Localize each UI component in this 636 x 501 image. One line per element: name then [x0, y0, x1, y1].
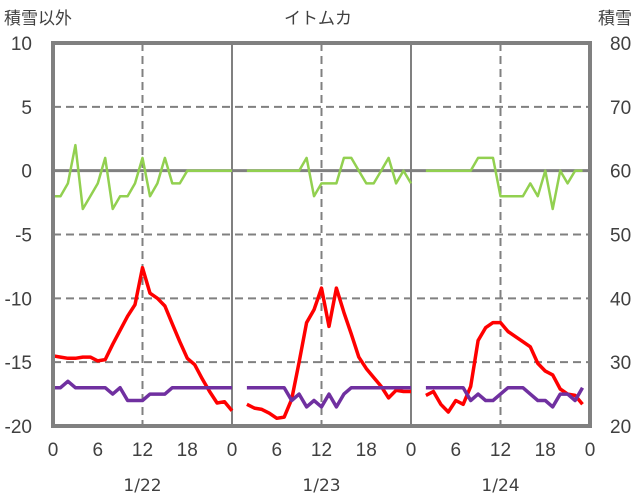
left-tick-label: -15: [5, 353, 32, 374]
x-tick-label: 12: [490, 440, 511, 461]
left-tick-label: -10: [5, 289, 32, 310]
gridlines: [53, 43, 590, 426]
left-tick-label: 10: [11, 34, 32, 55]
series-green-day3: [425, 156, 583, 211]
x-tick-label: 6: [450, 440, 461, 461]
x-tick-label: 0: [48, 440, 59, 461]
right-tick-label: 20: [610, 417, 631, 438]
right-tick-label: 30: [610, 353, 631, 374]
right-tick-label: 70: [610, 98, 631, 119]
x-tick-label: 0: [585, 440, 596, 461]
series-red-day3: [425, 320, 584, 414]
x-tick-label: 12: [132, 440, 153, 461]
series-purple-day3: [425, 385, 585, 409]
series-green-day2: [246, 156, 413, 198]
right-tick-label: 80: [610, 34, 631, 55]
x-tick-label: 18: [177, 440, 198, 461]
x-tick-label: 6: [92, 440, 103, 461]
series-red-day1: [52, 265, 234, 412]
plot-frame: [51, 41, 592, 428]
x-tick-label: 0: [227, 440, 238, 461]
series-lines: [52, 143, 585, 421]
right-tick-label: 60: [610, 162, 631, 183]
left-tick-label: 0: [21, 162, 32, 183]
day-label: 1/23: [302, 476, 340, 496]
left-tick-label: -20: [5, 417, 32, 438]
x-tick-label: 6: [271, 440, 282, 461]
right-axis-label: 積雪: [598, 9, 632, 29]
day-label: 1/22: [123, 476, 161, 496]
x-tick-label: 0: [406, 440, 417, 461]
right-tick-label: 40: [610, 289, 631, 310]
series-green-day1: [53, 143, 232, 211]
right-tick-label: 50: [610, 226, 631, 247]
chart-title: イトムカ: [284, 9, 352, 29]
series-purple-day1: [53, 379, 232, 403]
x-tick-label: 12: [311, 440, 332, 461]
left-tick-label: 5: [21, 98, 32, 119]
x-tick-label: 18: [356, 440, 377, 461]
series-red-day2: [246, 286, 411, 421]
plot-border: [51, 41, 592, 428]
left-axis-label: 積雪以外: [4, 9, 72, 29]
x-tick-label: 18: [535, 440, 556, 461]
series-purple-day2: [246, 385, 411, 409]
day-label: 1/24: [481, 476, 519, 496]
left-tick-label: -5: [15, 226, 32, 247]
